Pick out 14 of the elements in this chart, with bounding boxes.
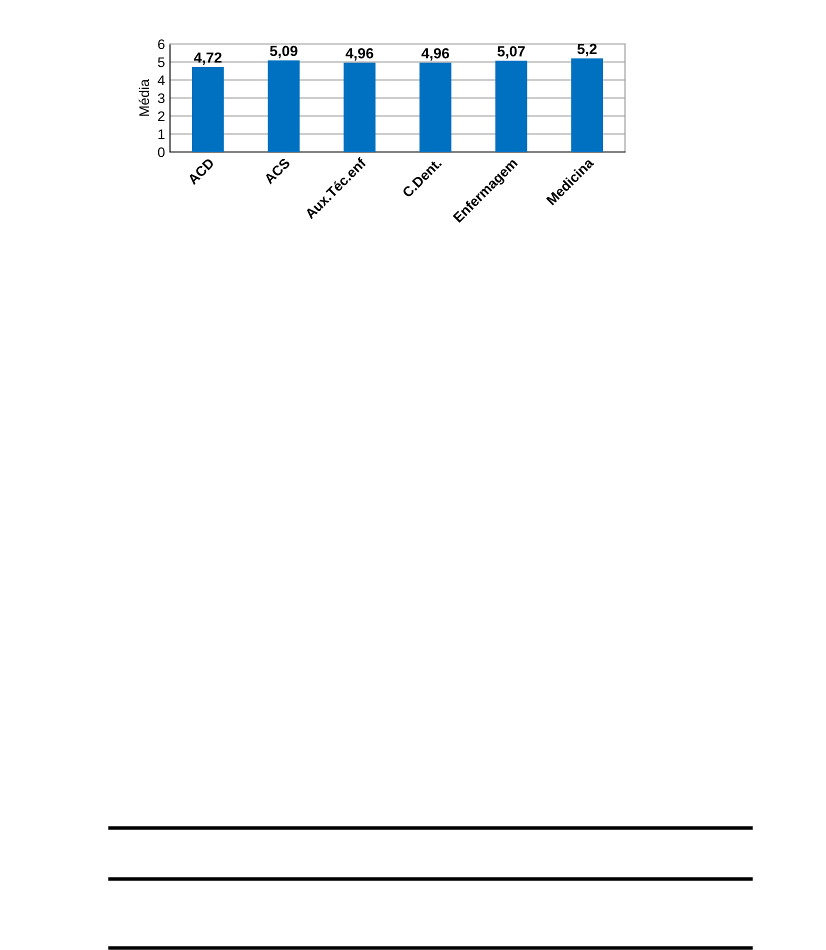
data-label: 4,96 (346, 48, 374, 61)
data-label: 4,96 (421, 48, 450, 61)
data-label: 5,2 (577, 44, 597, 56)
y-tick-label: 3 (158, 93, 165, 104)
y-tick-label: 6 (158, 39, 165, 50)
data-label: 4,72 (194, 52, 222, 65)
y-axis-title: Média (138, 79, 150, 116)
y-tick-label: 0 (158, 147, 165, 158)
data-label: 5,07 (498, 46, 525, 59)
y-tick-label: 2 (158, 111, 164, 122)
y-tick-label: 1 (158, 129, 164, 140)
y-tick-label: 5 (158, 57, 165, 68)
data-label: 5,09 (270, 46, 298, 58)
y-tick-label: 4 (158, 75, 165, 86)
